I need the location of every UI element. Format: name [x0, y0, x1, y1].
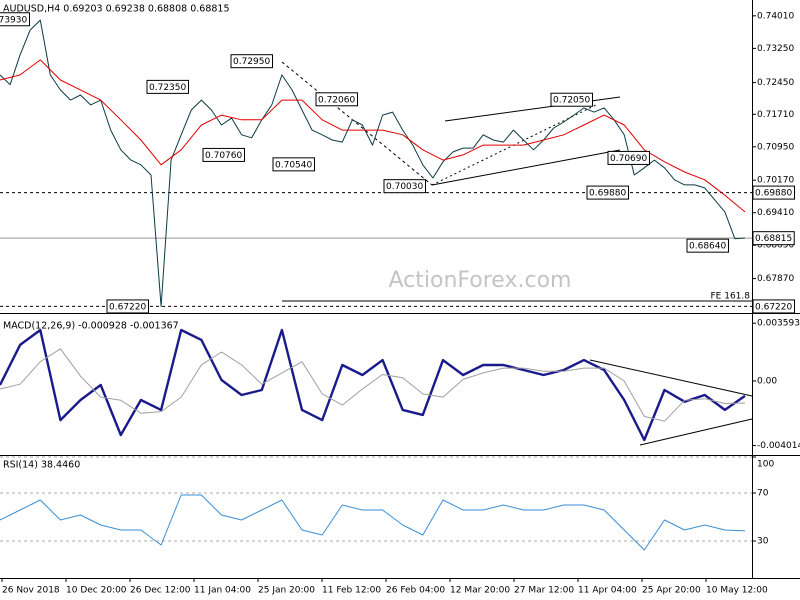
series-line [0, 19, 746, 307]
y-tick-label: 0.67870 [757, 274, 794, 284]
x-tick-label: 26 Dec 12:00 [130, 586, 191, 596]
y-tick-label: 30 [757, 537, 769, 547]
x-tick-label: 11 Jan 04:00 [194, 586, 251, 596]
annotation-box [106, 299, 149, 314]
annotation-text: 0.67220 [109, 302, 146, 312]
macd-triangle-line [589, 359, 753, 397]
annotation-text: 0.72950 [233, 57, 270, 67]
annotation-box [0, 12, 30, 27]
annotation-box [272, 157, 315, 172]
annotation-box [586, 185, 629, 200]
annotation-text: 0.72350 [149, 83, 186, 93]
y-tick-label: 70 [757, 489, 769, 499]
x-tick-label: 11 Apr 04:00 [578, 586, 637, 596]
x-tick-label: 26 Nov 2018 [2, 586, 60, 596]
price-line-label-box [752, 185, 795, 200]
x-tick-label: 26 Feb 04:00 [386, 586, 445, 596]
series-line [0, 348, 746, 422]
annotation-box [607, 150, 650, 165]
y-tick-label: 100 [757, 460, 774, 470]
annotation: 0.69880 [586, 185, 629, 200]
annotation-text: 0.72050 [553, 96, 590, 106]
fe-label: FE 161.8 [711, 292, 751, 302]
annotation: 0.70030 [383, 179, 426, 194]
annotation: 0.70690 [607, 150, 650, 165]
x-tick-label: 27 Mar 12:00 [514, 586, 574, 596]
annotation: 0.70540 [272, 157, 315, 172]
annotation: 0.72350 [146, 79, 189, 94]
annotation-box [383, 179, 426, 194]
y-tick-label: 0.70950 [757, 142, 794, 152]
y-tick-label: 0.00 [757, 376, 777, 386]
trend-line [431, 103, 599, 186]
annotation: 0.68640 [686, 238, 729, 253]
y-tick-label: 0.68650 [757, 241, 794, 251]
annotation: 0.72950 [230, 54, 273, 69]
annotation-text: 0.70540 [275, 160, 312, 170]
y-tick-label: 0.71710 [757, 110, 794, 120]
annotation: 0.70760 [202, 147, 245, 162]
channel-line [431, 149, 621, 186]
price-line-label-box [752, 231, 795, 246]
annotation-box [202, 147, 245, 162]
annotation-box [550, 92, 593, 107]
y-tick-label: 0.69410 [757, 208, 794, 218]
annotation-text: 0.70690 [610, 154, 647, 164]
price-line-label: 0.67220 [752, 299, 795, 314]
y-tick-label: 0.003593 [757, 319, 800, 329]
annotation: 0.67220 [106, 299, 149, 314]
annotation-box [230, 54, 273, 69]
watermark: ActionForex.com [389, 268, 572, 293]
annotation-text: 0.70030 [386, 182, 423, 192]
macd-triangle-line [639, 418, 753, 446]
price-line-label-text: 0.67220 [755, 302, 792, 312]
annotation-text: 0.73930 [0, 15, 27, 25]
x-tick-label: 10 May 12:00 [706, 586, 768, 596]
price-line-label-text: 0.69880 [755, 189, 792, 199]
y-tick-label: 0.74010 [757, 11, 794, 21]
price-line-label: 0.68815 [752, 231, 795, 246]
annotation: 0.73930 [0, 12, 30, 27]
annotation-box [686, 238, 729, 253]
x-tick-label: 11 Feb 12:00 [322, 586, 381, 596]
x-tick-label: 25 Jan 20:00 [258, 586, 315, 596]
y-tick-label: 0.73250 [757, 44, 794, 54]
x-tick-label: 12 Mar 20:00 [450, 586, 510, 596]
annotation: 0.72050 [550, 92, 593, 107]
annotation-box [315, 92, 358, 107]
series-line [0, 59, 746, 213]
y-tick-label: 0.72450 [757, 78, 794, 88]
y-tick-label: -0.004014 [757, 441, 800, 451]
macd-header: MACD(12,26,9) -0.000928 -0.001367 [3, 321, 179, 332]
annotation-text: 0.72060 [318, 95, 355, 105]
series-line [0, 494, 746, 551]
price-header: AUDUSD,H4 0.69203 0.69238 0.68808 0.6881… [3, 4, 230, 15]
y-tick-label: 0.70170 [757, 176, 794, 186]
price-line-label: 0.69880 [752, 185, 795, 200]
price-line-label-text: 0.68815 [755, 234, 792, 244]
price-line-label-box [752, 299, 795, 314]
series-line [0, 328, 746, 442]
annotation-text: 0.68640 [689, 242, 726, 252]
annotation-text: 0.69880 [589, 189, 626, 199]
annotation: 0.72060 [315, 92, 358, 107]
annotation-box [146, 79, 189, 94]
x-tick-label: 10 Dec 20:00 [66, 586, 127, 596]
x-tick-label: 25 Apr 20:00 [642, 586, 701, 596]
rsi-header: RSI(14) 38.4460 [3, 460, 80, 471]
annotation-text: 0.70760 [205, 151, 242, 161]
trend-line [281, 61, 433, 186]
